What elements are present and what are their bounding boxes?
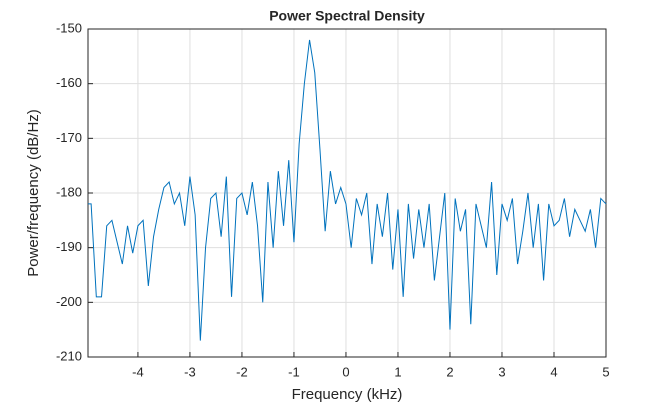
y-tick-label: -170 — [56, 130, 82, 145]
x-tick-label: -4 — [132, 364, 144, 379]
y-tick-label: -160 — [56, 75, 82, 90]
y-tick-label: -200 — [56, 294, 82, 309]
x-tick-label: 1 — [394, 364, 401, 379]
y-tick-label: -190 — [56, 239, 82, 254]
y-axis-label: Power/frequency (dB/Hz) — [25, 109, 42, 277]
x-tick-label: -3 — [184, 364, 196, 379]
x-tick-label: 2 — [446, 364, 453, 379]
y-tick-label: -210 — [56, 348, 82, 363]
x-tick-label: 5 — [602, 364, 609, 379]
x-tick-label: -1 — [288, 364, 300, 379]
x-tick-label: 0 — [342, 364, 349, 379]
x-tick-label: 3 — [498, 364, 505, 379]
x-axis-label: Frequency (kHz) — [292, 386, 403, 403]
y-tick-label: -180 — [56, 184, 82, 199]
data-line — [88, 39, 607, 341]
x-tick-label: -2 — [236, 364, 248, 379]
y-tick-label: -150 — [56, 20, 82, 35]
axes-box — [87, 28, 607, 358]
chart-title: Power Spectral Density — [269, 8, 425, 24]
x-tick-label: 4 — [550, 364, 557, 379]
